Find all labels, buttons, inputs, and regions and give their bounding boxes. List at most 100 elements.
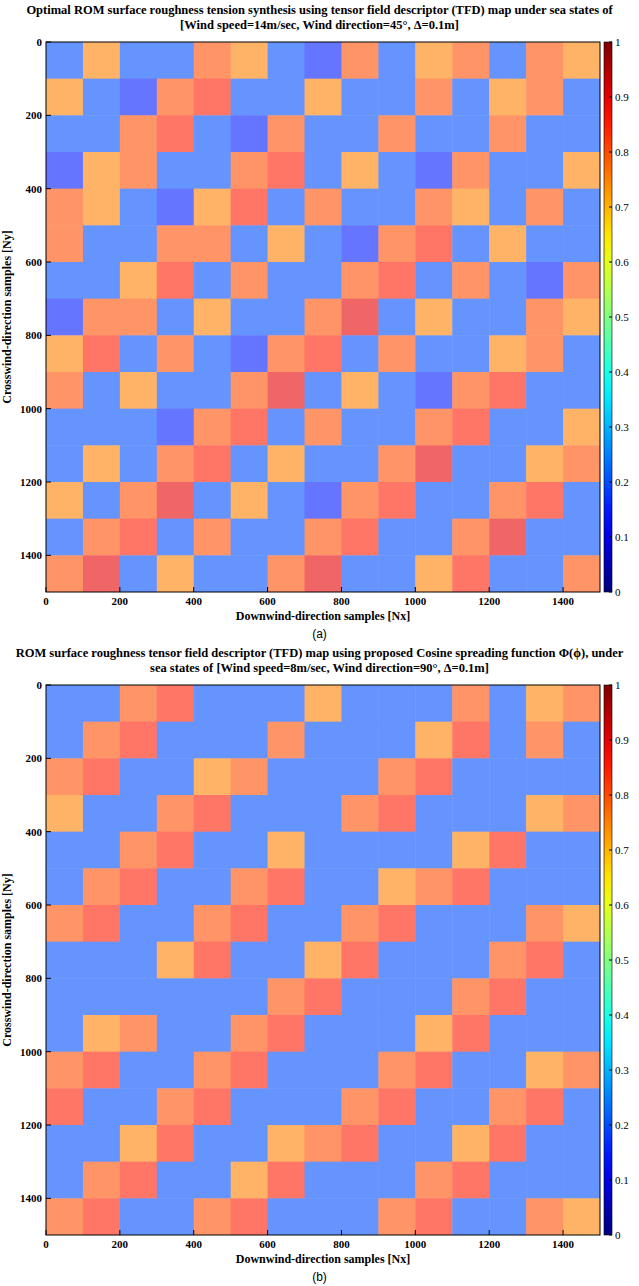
y-tick-label: 1400 — [20, 549, 43, 561]
colorbar-tick — [609, 740, 612, 741]
cell — [268, 262, 305, 299]
y-tick-label: 1000 — [20, 1046, 43, 1058]
cell — [46, 1088, 83, 1125]
cell — [268, 1052, 305, 1089]
y-tick — [46, 758, 51, 759]
cell — [83, 299, 120, 336]
cell — [415, 555, 452, 592]
cell — [157, 758, 194, 795]
cell — [378, 942, 415, 979]
cell — [157, 115, 194, 152]
cell — [157, 555, 194, 592]
colorbar-tick — [609, 1070, 612, 1071]
cell — [231, 519, 268, 556]
cell — [120, 152, 157, 189]
cell — [120, 832, 157, 869]
cell — [231, 795, 268, 832]
cell — [83, 1198, 120, 1235]
cell — [46, 722, 83, 759]
cell — [157, 685, 194, 722]
x-tick — [489, 587, 490, 592]
cell — [83, 482, 120, 519]
colorbar-tick — [609, 537, 612, 538]
cell — [378, 832, 415, 869]
cell — [46, 42, 83, 79]
cell — [341, 42, 378, 79]
cell — [563, 1015, 600, 1052]
panel: Optimal ROM surface roughness tension sy… — [0, 3, 629, 641]
colorbar-tick — [609, 372, 612, 373]
cell — [563, 409, 600, 446]
x-tick — [46, 1230, 47, 1235]
cell — [415, 758, 452, 795]
cell — [46, 685, 83, 722]
cell — [46, 758, 83, 795]
cell — [305, 115, 342, 152]
cell — [341, 1088, 378, 1125]
cell — [452, 1052, 489, 1089]
x-tick-label: 600 — [259, 1238, 276, 1250]
cell — [305, 832, 342, 869]
figure: Optimal ROM surface roughness tension sy… — [0, 0, 639, 1286]
colorbar-tick-label: 0.8 — [615, 789, 629, 801]
cell — [157, 42, 194, 79]
cell — [415, 795, 452, 832]
colorbar-tick-label: 0.1 — [615, 1174, 629, 1186]
cell — [378, 115, 415, 152]
cell — [452, 115, 489, 152]
cell — [194, 299, 231, 336]
cell — [526, 409, 563, 446]
cell — [415, 409, 452, 446]
cell — [305, 1088, 342, 1125]
cell — [489, 795, 526, 832]
cell — [157, 795, 194, 832]
cell — [378, 409, 415, 446]
cell — [83, 1015, 120, 1052]
cell — [120, 372, 157, 409]
cell — [526, 722, 563, 759]
cell — [378, 1052, 415, 1089]
cell — [231, 372, 268, 409]
cell — [415, 1125, 452, 1162]
cells — [46, 42, 600, 592]
cell — [415, 942, 452, 979]
cell — [46, 445, 83, 482]
cell — [341, 722, 378, 759]
cell — [341, 152, 378, 189]
cell — [452, 372, 489, 409]
cell — [452, 1125, 489, 1162]
y-tick — [46, 978, 51, 979]
cell — [563, 42, 600, 79]
cell — [526, 262, 563, 299]
cell — [305, 79, 342, 116]
cell — [231, 555, 268, 592]
cell — [157, 372, 194, 409]
cell — [231, 42, 268, 79]
cell — [563, 152, 600, 189]
colorbar-tick — [609, 850, 612, 851]
colorbar — [604, 685, 612, 1235]
cell — [268, 555, 305, 592]
cell — [231, 978, 268, 1015]
cell — [194, 942, 231, 979]
cell — [489, 1162, 526, 1199]
cell — [231, 445, 268, 482]
cell — [194, 115, 231, 152]
cell — [194, 868, 231, 905]
cell — [563, 1162, 600, 1199]
cell — [305, 519, 342, 556]
cell — [563, 1052, 600, 1089]
colorbar-tick-label: 0.7 — [615, 844, 629, 856]
cell — [526, 42, 563, 79]
cell — [305, 225, 342, 262]
cell — [231, 1125, 268, 1162]
cell — [305, 299, 342, 336]
cell — [452, 1015, 489, 1052]
cell — [415, 115, 452, 152]
cell — [305, 795, 342, 832]
cell — [452, 942, 489, 979]
cell — [194, 519, 231, 556]
cell — [46, 79, 83, 116]
cell — [83, 152, 120, 189]
cell — [157, 152, 194, 189]
